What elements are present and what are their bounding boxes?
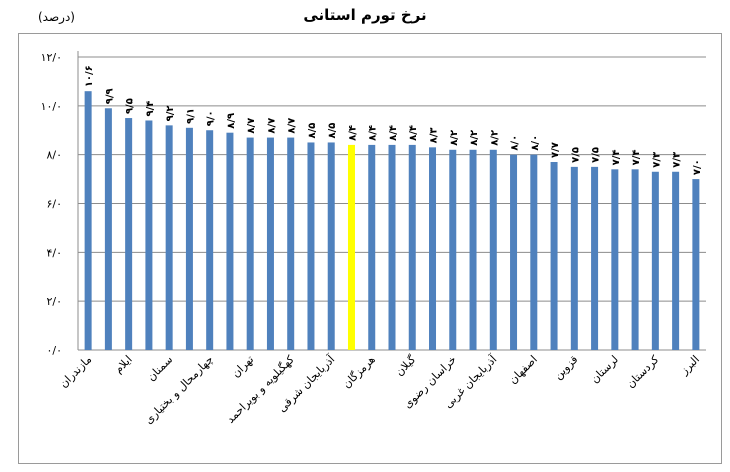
bar bbox=[469, 149, 477, 350]
bar bbox=[266, 137, 274, 350]
bar bbox=[327, 142, 335, 350]
data-label: ۷/۵ bbox=[591, 147, 602, 163]
bar bbox=[206, 130, 214, 350]
chart-frame bbox=[18, 33, 722, 464]
bar bbox=[226, 132, 234, 350]
data-label: ۷/۵ bbox=[570, 147, 581, 163]
bar bbox=[591, 166, 599, 350]
category-label: ایلام bbox=[112, 353, 135, 376]
bar bbox=[692, 179, 700, 350]
data-label: ۱۰/۶ bbox=[84, 65, 95, 87]
category-label: کردستان bbox=[624, 352, 662, 390]
data-label: ۹/۱ bbox=[185, 108, 196, 124]
bar bbox=[489, 149, 497, 350]
data-label: ۷/۳ bbox=[651, 152, 662, 168]
category-label: چهارمحال و بختیاری bbox=[142, 353, 216, 427]
y-tick-label: ۱۰/۰ bbox=[41, 100, 62, 113]
chart-title: نرخ تورم استانی bbox=[303, 6, 427, 24]
data-label: ۸/۲ bbox=[489, 130, 500, 146]
y-tick-label: ۶/۰ bbox=[46, 198, 62, 211]
data-label: ۸/۵ bbox=[327, 123, 338, 139]
category-label: البرز bbox=[677, 353, 702, 378]
y-tick-label: ۴/۰ bbox=[46, 246, 62, 259]
y-tick-label: ۲/۰ bbox=[46, 295, 62, 308]
category-label: گیلان bbox=[393, 352, 419, 378]
data-label: ۸/۷ bbox=[266, 118, 277, 134]
data-label: ۹/۰ bbox=[206, 110, 217, 126]
bar bbox=[631, 169, 639, 350]
data-label: ۸/۴ bbox=[388, 125, 399, 141]
bar bbox=[104, 108, 112, 351]
bar bbox=[510, 154, 518, 350]
bar bbox=[570, 166, 578, 350]
category-label: سمنان bbox=[145, 353, 176, 384]
data-label: ۸/۴ bbox=[347, 125, 358, 141]
bar bbox=[388, 144, 396, 350]
data-label: ۸/۲ bbox=[449, 130, 460, 146]
data-label: ۸/۴ bbox=[408, 125, 419, 141]
data-label: ۸/۰ bbox=[530, 135, 541, 151]
y-tick-label: ۱۲/۰ bbox=[41, 51, 62, 64]
category-label: اصفهان bbox=[506, 353, 540, 387]
category-label: تهران bbox=[229, 353, 256, 380]
bar bbox=[185, 127, 193, 350]
data-label: ۷/۳ bbox=[672, 152, 683, 168]
data-label: ۷/۴ bbox=[611, 149, 622, 165]
bar bbox=[84, 91, 92, 350]
y-tick-label: ۰/۰ bbox=[46, 344, 62, 357]
bar bbox=[347, 144, 355, 350]
y-tick-label: ۸/۰ bbox=[46, 149, 62, 162]
bar bbox=[429, 147, 437, 350]
data-label: ۸/۲ bbox=[469, 130, 480, 146]
data-label: ۸/۴ bbox=[368, 125, 379, 141]
bar bbox=[287, 137, 295, 350]
data-label: ۸/۹ bbox=[226, 113, 237, 129]
bar bbox=[246, 137, 254, 350]
data-label: ۸/۳ bbox=[429, 127, 440, 143]
bar bbox=[611, 169, 619, 350]
data-label: ۷/۴ bbox=[631, 149, 642, 165]
bar bbox=[530, 154, 538, 350]
bar bbox=[125, 118, 133, 351]
data-label: ۷/۷ bbox=[550, 142, 561, 158]
bar bbox=[145, 120, 153, 350]
data-label: ۹/۵ bbox=[125, 98, 136, 114]
category-label: لرستان bbox=[588, 353, 621, 386]
bar bbox=[449, 149, 457, 350]
bar bbox=[368, 144, 376, 350]
category-label: کهگیلویه و بویراحمد bbox=[224, 352, 297, 425]
data-label: ۸/۰ bbox=[510, 135, 521, 151]
bar bbox=[651, 171, 659, 350]
data-label: ۷/۰ bbox=[692, 159, 703, 175]
data-label: ۹/۹ bbox=[104, 88, 115, 104]
bar bbox=[165, 125, 173, 350]
category-label: هرمزگان bbox=[340, 353, 378, 391]
data-label: ۸/۷ bbox=[246, 118, 257, 134]
bar bbox=[408, 144, 416, 350]
data-label: ۹/۴ bbox=[145, 101, 156, 117]
bar bbox=[307, 142, 315, 350]
bar bbox=[672, 171, 680, 350]
data-label: ۸/۵ bbox=[307, 123, 318, 139]
category-label: قزوین bbox=[551, 353, 580, 382]
category-label: مازندران bbox=[57, 353, 94, 390]
bar bbox=[550, 161, 558, 350]
unit-label: (درصد) bbox=[38, 10, 75, 24]
data-label: ۹/۲ bbox=[165, 106, 176, 122]
data-label: ۸/۷ bbox=[287, 118, 298, 134]
